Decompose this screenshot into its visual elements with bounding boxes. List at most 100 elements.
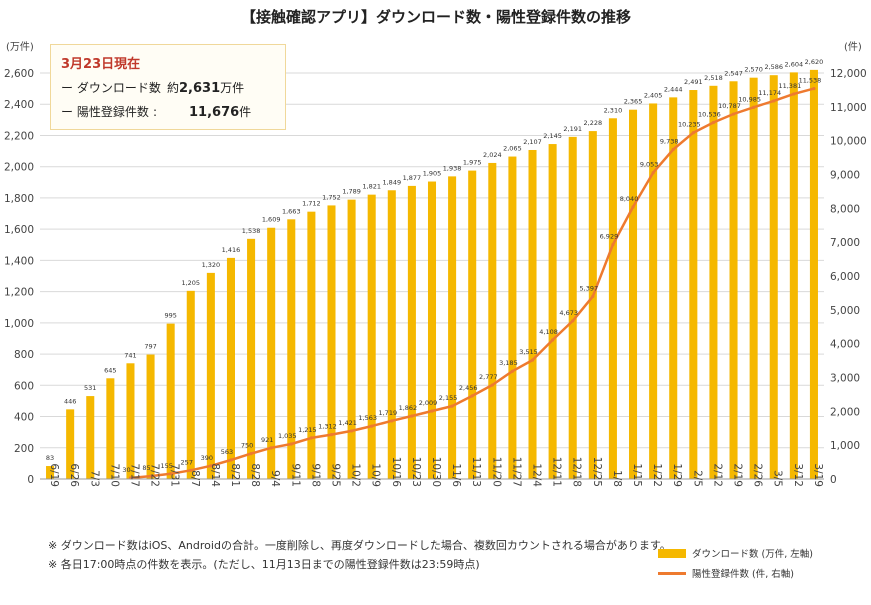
x-tick-label: 10/2	[350, 463, 362, 487]
chart-title: 【接触確認アプリ】ダウンロード数・陽性登録件数の推移	[241, 8, 631, 26]
right-tick-label: 12,000	[830, 68, 867, 80]
x-tick-label: 7/17	[128, 463, 140, 487]
footnote-2: ※ 各日17:00時点の件数を表示。(ただし、11月13日までの陽性登録件数は2…	[48, 558, 480, 571]
line-point	[671, 147, 675, 152]
x-tick-label: 10/9	[370, 463, 382, 487]
bar	[86, 396, 95, 479]
x-tick-label: 7/10	[108, 463, 120, 487]
line-data-label: 3,515	[519, 348, 538, 356]
line-point	[731, 112, 736, 116]
summary-box: 3月23日現在 ー ダウンロード数: 約2,631万件 ー 陽性登録件数: 11,6…	[50, 44, 286, 130]
bar-data-label: 1,538	[242, 227, 261, 235]
line-data-label: 1,719	[378, 409, 397, 417]
download-summary-label: ー ダウンロード数	[61, 81, 161, 95]
left-tick-label: 1,000	[4, 318, 34, 330]
legend: ダウンロード数 (万件, 左軸) 陽性登録件数 (件, 右軸)	[658, 543, 813, 583]
left-tick-label: 2,600	[4, 68, 34, 80]
line-point	[510, 369, 515, 373]
x-tick-label: 12/4	[531, 463, 543, 487]
line-point	[289, 442, 293, 446]
bar	[749, 77, 758, 479]
right-tick-label: 1,000	[830, 440, 860, 452]
left-tick-label: 1,200	[4, 287, 34, 299]
bar-data-label: 1,821	[362, 183, 381, 191]
left-axis-unit: (万件)	[6, 41, 34, 53]
positive-summary-row: ー 陽性登録件数: 11,676件	[61, 103, 251, 120]
line-point	[611, 242, 615, 247]
bar-data-label: 2,228	[584, 119, 603, 127]
line-point	[571, 319, 575, 323]
x-tick-label: 1/8	[611, 470, 623, 487]
left-tick-label: 200	[14, 443, 34, 455]
line-point	[812, 87, 816, 91]
line-point	[370, 424, 374, 428]
line-point	[651, 171, 655, 175]
line-data-label: 2,009	[419, 399, 438, 407]
bar-data-label: 1,416	[222, 246, 241, 254]
bar-data-label: 2,586	[764, 63, 783, 71]
bar	[508, 156, 517, 480]
bar	[629, 109, 638, 479]
bar	[206, 272, 215, 479]
line-data-label: 1,421	[338, 419, 357, 427]
line-data-label: 10,235	[678, 121, 701, 129]
line-point	[148, 474, 153, 478]
positive-summary-label: ー 陽性登録件数	[61, 105, 149, 119]
legend-swatch-line	[658, 571, 686, 575]
left-tick-label: 1,600	[4, 224, 34, 236]
bar-data-label: 446	[64, 397, 76, 405]
bar	[327, 205, 336, 479]
bar-data-label: 83	[46, 454, 54, 462]
x-tick-label: 3/12	[792, 463, 804, 487]
bar-data-label: 2,065	[503, 145, 522, 153]
bar-data-label: 645	[104, 366, 116, 374]
left-tick-label: 1,800	[4, 193, 34, 205]
right-tick-label: 8,000	[830, 203, 860, 215]
line-point	[209, 464, 213, 468]
legend-label-positives: 陽性登録件数 (件, 右軸)	[692, 569, 794, 580]
left-tick-label: 2,200	[4, 130, 34, 142]
line-point	[169, 472, 173, 476]
line-data-label: 11,538	[799, 77, 822, 85]
right-tick-label: 6,000	[830, 271, 860, 283]
bar-data-label: 1,320	[202, 261, 221, 269]
right-tick-label: 5,000	[830, 305, 860, 317]
bar	[689, 90, 698, 480]
x-tick-label: 2/12	[711, 463, 723, 487]
bar	[669, 97, 678, 480]
bar	[427, 181, 437, 479]
right-tick-label: 9,000	[830, 170, 860, 182]
bar-data-label: 2,547	[724, 69, 743, 77]
x-tick-label: 11/6	[450, 463, 462, 487]
bar	[287, 219, 296, 479]
bar-data-label: 1,877	[403, 174, 422, 182]
line-data-label: 4,108	[539, 328, 558, 336]
line-data-label: 85	[142, 464, 150, 472]
left-tick-label: 800	[14, 349, 34, 361]
positive-summary-sep: :	[153, 105, 158, 119]
left-tick-label: 400	[14, 412, 34, 424]
line-point	[249, 452, 253, 456]
x-tick-label: 1/22	[651, 463, 663, 487]
legend-item-positives: 陽性登録件数 (件, 右軸)	[658, 563, 813, 583]
line-point	[349, 429, 354, 433]
line-data-label: 2,456	[459, 384, 478, 392]
bar	[448, 176, 457, 479]
bar	[347, 199, 356, 480]
left-tick-label: 600	[14, 380, 34, 392]
line-point	[269, 446, 273, 450]
right-tick-label: 3,000	[830, 373, 860, 385]
line-data-label: 2,777	[479, 373, 498, 381]
line-data-label: 750	[241, 442, 253, 450]
x-tick-label: 3/5	[772, 470, 784, 487]
line-point	[430, 409, 434, 413]
bar	[468, 170, 477, 479]
left-tick-label: 2,400	[4, 99, 34, 111]
bar	[106, 378, 115, 479]
bar-data-label: 1,205	[181, 279, 200, 287]
bar	[226, 257, 235, 479]
x-tick-label: 12/18	[571, 457, 583, 487]
bar	[247, 238, 256, 479]
bar	[126, 363, 135, 479]
